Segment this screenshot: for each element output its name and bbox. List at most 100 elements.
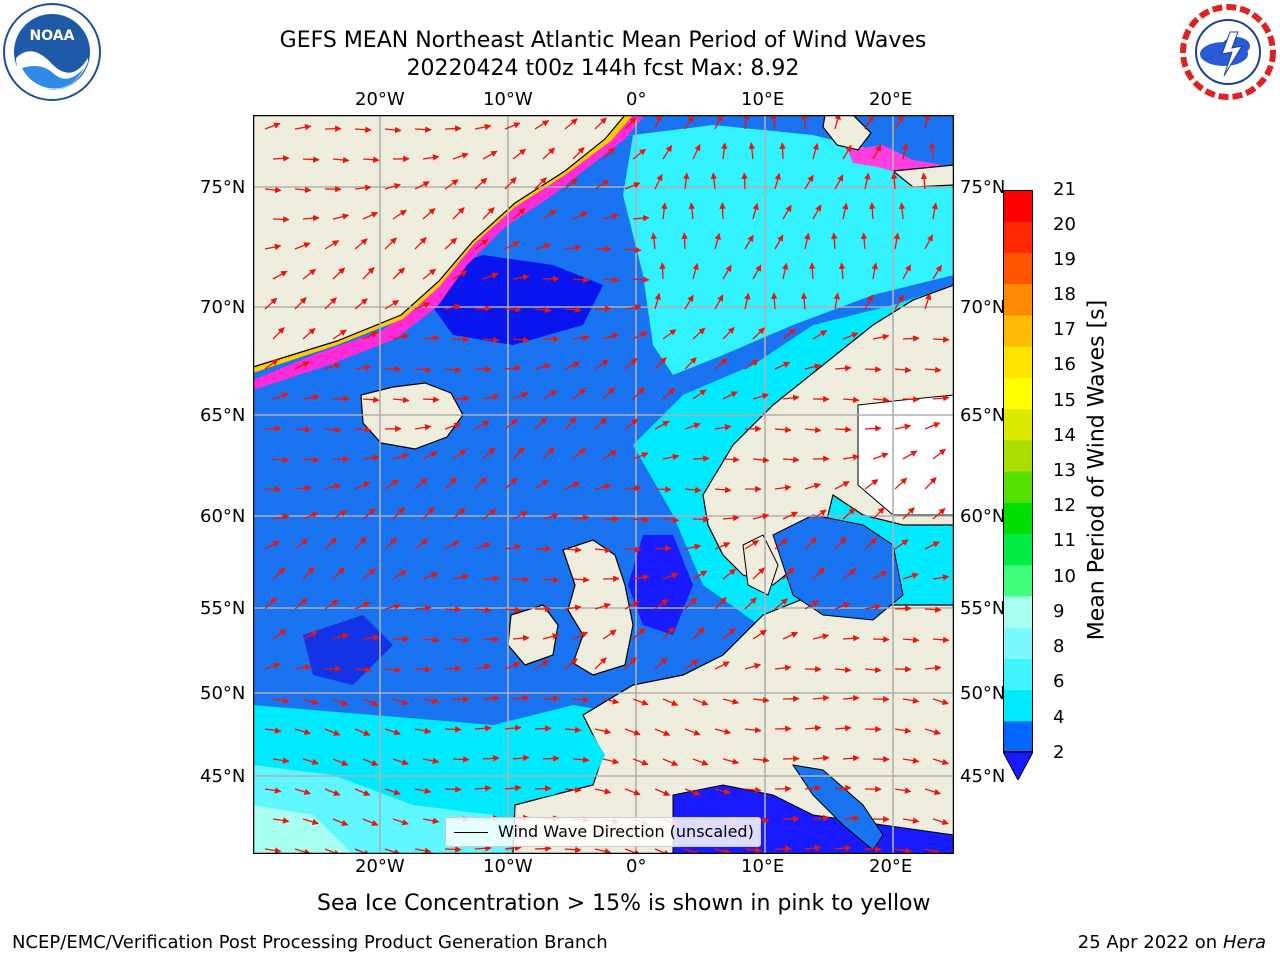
wind-wave-arrow [264, 297, 278, 310]
wind-wave-arrow [774, 484, 792, 491]
wind-wave-arrow [719, 202, 726, 220]
wind-wave-arrow [332, 510, 348, 520]
lon-tick-bottom-20w: 20°W [355, 856, 405, 877]
colorbar-cell [1003, 564, 1033, 597]
colorbar-cell [1003, 689, 1033, 722]
wind-wave-arrow [542, 755, 560, 762]
wind-wave-arrow [594, 417, 608, 430]
wind-wave-arrow [872, 570, 888, 580]
wind-wave-arrow [624, 357, 638, 370]
wind-wave-arrow [834, 844, 852, 852]
wind-wave-arrow [392, 758, 409, 766]
lat-tick-right-70n: 70°N [960, 297, 1006, 318]
colorbar-tick-4: 4 [1053, 707, 1065, 728]
wind-wave-arrow [692, 758, 709, 766]
wind-wave-arrow [572, 147, 585, 160]
colorbar-tick-15: 15 [1053, 390, 1076, 411]
wind-wave-arrow [512, 207, 526, 220]
wind-wave-arrow [871, 262, 878, 280]
wind-wave-arrow [504, 364, 522, 372]
wind-wave-arrow [384, 299, 400, 310]
colorbar-cell [1003, 533, 1033, 566]
wind-wave-arrow [324, 599, 339, 610]
wind-wave-arrow [893, 232, 900, 250]
wind-wave-arrow [324, 297, 337, 310]
wind-wave-arrow [264, 243, 282, 251]
wind-wave-arrow [834, 784, 852, 792]
wind-wave-arrow [384, 788, 401, 796]
wind-wave-arrow [474, 542, 491, 550]
wind-wave-arrow [594, 657, 607, 670]
colorbar-border [1003, 190, 1033, 752]
wind-wave-arrow [272, 513, 290, 521]
wind-wave-arrow [602, 332, 619, 340]
wind-wave-arrow [804, 232, 811, 250]
wind-wave-arrow [864, 603, 882, 611]
wind-wave-arrow [384, 479, 399, 490]
wind-wave-arrow [294, 788, 311, 796]
wind-wave-arrow [692, 698, 709, 706]
wind-wave-arrow [362, 818, 379, 826]
colorbar-tick-21: 21 [1053, 179, 1076, 200]
wind-wave-arrow [362, 211, 379, 220]
wind-wave-arrow [684, 788, 701, 796]
chart-title: GEFS MEAN Northeast Atlantic Mean Period… [279, 28, 927, 53]
wind-wave-arrow [692, 389, 707, 400]
wind-wave-arrow [332, 156, 350, 164]
wind-wave-arrow [422, 636, 440, 644]
lat-tick-right-55n: 55°N [960, 598, 1006, 619]
wind-wave-arrow [264, 540, 280, 550]
wind-wave-arrow [894, 539, 909, 550]
wind-wave-arrow [294, 361, 310, 370]
wind-wave-arrow [534, 242, 551, 250]
wind-wave-arrow [272, 629, 287, 640]
footer-timestamp: 25 Apr 2022 on Hera [1078, 932, 1266, 954]
wind-wave-arrow [264, 787, 282, 794]
wind-wave-arrow [924, 422, 941, 430]
wind-wave-arrow [362, 568, 376, 580]
wind-wave-arrow [422, 396, 440, 403]
wind-wave-arrow [354, 298, 368, 310]
wind-wave-arrow [332, 267, 346, 280]
wind-wave-arrow [842, 814, 860, 822]
wind-wave-arrow [452, 152, 469, 160]
wind-wave-arrow [774, 664, 792, 672]
wind-wave-arrow [302, 156, 320, 163]
colorbar-cell [1003, 377, 1033, 410]
wind-wave-arrow [512, 392, 529, 400]
wind-wave-arrow [864, 294, 874, 310]
wind-wave-arrow [932, 818, 949, 826]
wind-wave-arrow [564, 846, 582, 854]
wind-wave-arrow [722, 391, 738, 400]
wind-wave-arrow [782, 456, 800, 463]
wind-wave-arrow [684, 728, 701, 736]
wind-wave-arrow [692, 627, 705, 640]
wind-wave-arrow [834, 666, 852, 674]
wind-wave-arrow [414, 477, 428, 490]
legend-line-swatch [454, 832, 488, 833]
wind-wave-arrow [868, 202, 876, 220]
wind-wave-arrow [594, 728, 612, 735]
wind-wave-arrow [512, 148, 527, 160]
wind-wave-arrow [504, 724, 522, 732]
lat-tick-right-45n: 45°N [960, 766, 1006, 787]
wind-wave-arrow [602, 213, 620, 220]
wind-wave-arrow [482, 695, 500, 702]
wind-wave-arrow [572, 211, 589, 220]
wind-wave-arrow [504, 784, 522, 792]
wind-wave-arrow [392, 698, 409, 706]
wind-wave-arrow [654, 115, 662, 130]
wind-wave-arrow [474, 123, 492, 131]
wind-wave-arrow [812, 754, 830, 762]
wind-wave-arrow [272, 567, 286, 580]
colorbar-tick-13: 13 [1053, 460, 1076, 481]
wind-wave-arrow [354, 666, 372, 674]
wind-wave-arrow [774, 426, 792, 434]
wind-wave-arrow [752, 264, 762, 280]
wind-wave-arrow [872, 144, 882, 160]
wind-wave-arrow [452, 395, 470, 402]
wind-wave-arrow [452, 636, 470, 644]
wind-wave-arrow [512, 694, 530, 702]
wind-wave-arrow [659, 262, 666, 280]
wind-wave-arrow [654, 788, 671, 796]
